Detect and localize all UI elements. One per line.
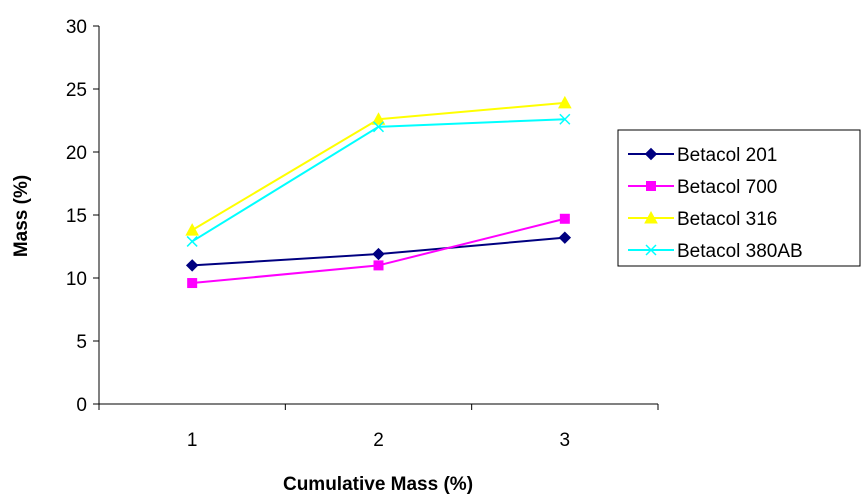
legend: Betacol 201 Betacol 700 Betacol 316 Betacol… bbox=[617, 129, 861, 267]
series-0-point bbox=[558, 231, 572, 244]
series-3-point bbox=[372, 121, 385, 133]
x-axis-title: Cumulative Mass (%) bbox=[283, 474, 473, 495]
y-axis-title: Mass (%) bbox=[11, 175, 32, 257]
plot-area: 0 5 10 15 20 25 30 1 2 3 bbox=[66, 17, 659, 451]
legend-swatch-marker bbox=[644, 147, 658, 161]
series-1-point bbox=[187, 278, 198, 289]
y-tick-label: 25 bbox=[66, 80, 87, 101]
y-tick-label: 5 bbox=[76, 332, 87, 353]
series-0-point bbox=[372, 247, 385, 261]
x-tick-label: 3 bbox=[560, 430, 571, 451]
series-3-point bbox=[186, 235, 198, 247]
y-tick-label: 15 bbox=[66, 206, 87, 227]
legend-swatch-marker bbox=[645, 244, 657, 256]
series-1-point bbox=[559, 213, 570, 224]
y-tick-label: 30 bbox=[66, 17, 87, 38]
legend-swatch-marker bbox=[644, 210, 658, 224]
series-0-point bbox=[185, 259, 199, 272]
series-3-point bbox=[559, 113, 571, 125]
series-2-point bbox=[371, 112, 386, 125]
series-1-point bbox=[373, 260, 384, 271]
legend-label: Betacol 316 bbox=[677, 209, 777, 230]
legend-label: Betacol 700 bbox=[677, 177, 777, 198]
legend-box bbox=[617, 129, 861, 267]
x-tick-label: 1 bbox=[187, 430, 198, 451]
y-tick-label: 10 bbox=[66, 269, 87, 290]
series-2-point bbox=[557, 95, 572, 109]
y-tick-label: 0 bbox=[76, 395, 87, 416]
legend-label: Betacol 201 bbox=[677, 145, 777, 166]
series-2-point bbox=[185, 223, 200, 236]
legend-label: Betacol 380AB bbox=[677, 241, 803, 262]
series-3-line bbox=[191, 118, 565, 243]
legend-swatch-marker bbox=[646, 181, 656, 191]
x-tick-label: 2 bbox=[373, 430, 384, 451]
y-tick-label: 20 bbox=[66, 143, 87, 164]
